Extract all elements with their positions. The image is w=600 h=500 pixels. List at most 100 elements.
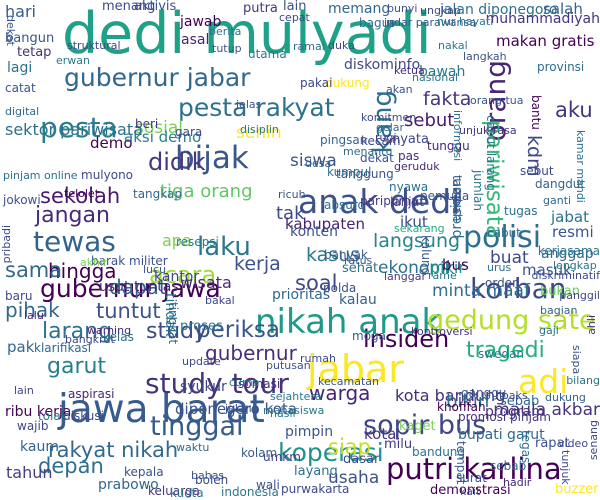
word-tanggung: tanggung: [336, 167, 394, 181]
word-nyata: nyata: [392, 132, 429, 147]
word-orang-tua: orang tua: [470, 94, 524, 107]
word-kasus: kasus: [306, 244, 361, 266]
word-tugas: tugas: [504, 204, 538, 218]
word-tewas: tewas: [33, 225, 116, 258]
word-resepsi: resepsi: [176, 235, 219, 249]
word-promosi-pinjam: promosi pinjam: [458, 410, 551, 424]
word-kecam: kecam: [361, 134, 401, 148]
word-diskominfo: diskominfo: [344, 57, 421, 73]
word-akan: akan: [386, 83, 413, 96]
word-periksa: periksa: [196, 317, 280, 343]
word-ganti: ganti: [543, 194, 572, 207]
word-warning: warning: [87, 324, 132, 337]
word-pingsan: pingsan: [320, 133, 368, 147]
word-tahun: tahun: [6, 463, 53, 482]
word-pihak: pihak: [5, 298, 60, 322]
word-indar-parawansa: indar parawansa: [384, 16, 476, 29]
word-siap: siap: [328, 435, 371, 459]
word-kecamatan: kecamatan: [318, 375, 380, 388]
word-wisata: wisata: [180, 273, 232, 292]
word-struktural: struktural: [67, 39, 121, 52]
word-aksi-demo: aksi demo: [124, 128, 202, 146]
word-kerjasama: kerjasama: [537, 244, 600, 258]
word-bukan: bukan: [540, 284, 580, 299]
word-bikin: bikin: [446, 391, 490, 412]
word-memang: memang: [328, 1, 391, 17]
word-lanjut: lanjut: [390, 195, 424, 209]
word-makan-gratis: makan gratis: [496, 32, 595, 50]
word-sama: sama: [5, 258, 63, 282]
word-tiga-orang: tiga orang: [160, 181, 253, 202]
word-putusan: putusan: [266, 359, 311, 372]
word-bunyi: bunyi: [387, 2, 418, 15]
word-apa: apa: [162, 231, 192, 250]
word-pemuda: pemuda: [420, 189, 470, 203]
word-paripurna: paripurna: [360, 194, 419, 208]
word-cepat: cepat: [279, 11, 310, 24]
word-rapat: rapat: [535, 436, 570, 451]
word-tingkat: tingkat: [166, 302, 180, 345]
word-kuota: kuota: [170, 486, 204, 500]
word-beri: beri: [135, 117, 159, 131]
word-kaum: kaum: [20, 439, 59, 455]
word-ratus: ratus: [344, 254, 373, 267]
word-rame: rame: [428, 269, 457, 282]
word-korban: korban: [470, 272, 567, 305]
word-nur-hayati: nur hayati: [437, 15, 494, 28]
word-depan: depan: [38, 454, 104, 478]
word-acara: acara: [149, 261, 217, 289]
word-usut-tuntas: usut tuntas: [99, 279, 179, 295]
word-pikir: pikir: [430, 258, 465, 277]
word-kota: kota: [364, 425, 397, 443]
word-ribu-kerja: ribu kerja: [5, 404, 72, 420]
word-gedung-sate: gedung sate: [427, 305, 596, 336]
word-sekarang: sekarang: [394, 222, 445, 235]
word-pakai: pakai: [300, 76, 333, 90]
word-jalan-diponegoro: jalan diponegoro: [440, 2, 558, 18]
word-bandung: bandung: [412, 445, 466, 459]
word-gubernur: gubernur: [205, 341, 297, 365]
word-menang: menang: [102, 0, 156, 14]
word-demonstrasi: demonstrasi: [430, 483, 511, 498]
word-bangun: bangun: [5, 31, 55, 46]
word-kerja: kerja: [234, 253, 281, 275]
word-langsung: langsung: [373, 230, 461, 252]
word-jawab: jawab: [180, 14, 222, 30]
word-tuntut: tuntut: [96, 299, 161, 323]
word-bakal: bakal: [205, 294, 235, 307]
word-prioritas: prioritas: [272, 287, 331, 303]
word-bawah: bawah: [419, 64, 466, 80]
word-pinjam-online: pinjam online: [3, 169, 78, 182]
word-muhammadiyah: muhammadiyah: [485, 11, 600, 27]
word-khofifah: khofifah: [437, 400, 486, 414]
word-siapa: siapa: [570, 345, 583, 375]
word-gara: gara: [175, 125, 203, 139]
word-bantu: bantu: [529, 95, 543, 130]
word-wajib: wajib: [17, 419, 49, 433]
word-layang: layang: [294, 464, 338, 479]
word-jabat: jabat: [551, 208, 589, 226]
word-langkah: langkah: [463, 50, 507, 63]
word-pribadi: pribadi: [0, 225, 13, 264]
word-digital: digital: [5, 105, 40, 118]
word-putra: putra: [243, 1, 278, 16]
word-sebab: sebab: [500, 394, 540, 409]
word-tindak: tindak: [162, 293, 178, 337]
word-tragedi: tragedi: [466, 338, 545, 363]
word-proses: proses: [180, 319, 223, 334]
word-somasi: somasi: [238, 377, 281, 391]
word-garut: garut: [47, 354, 107, 379]
word-rakyat-nikah: rakyat nikah: [48, 438, 179, 462]
word-dedi-mulyadi: dedi mulyadi: [62, 1, 432, 67]
word-bangkrut: bangkrut: [65, 333, 115, 346]
word-kalau: kalau: [339, 292, 377, 308]
word-nyawa: nyawa: [389, 180, 429, 194]
word-syukur: syukur: [180, 379, 227, 395]
word-dapat: dapat: [109, 275, 167, 299]
word-tinggal: tinggal: [150, 411, 244, 442]
word-nakal: nakal: [438, 39, 468, 52]
word-ganggu: ganggu: [461, 386, 507, 400]
word-sopir-bus: sopir bus: [363, 410, 487, 441]
word-putri-karlina: putri karlina: [386, 452, 562, 486]
word-sebut: sebut: [404, 110, 455, 131]
